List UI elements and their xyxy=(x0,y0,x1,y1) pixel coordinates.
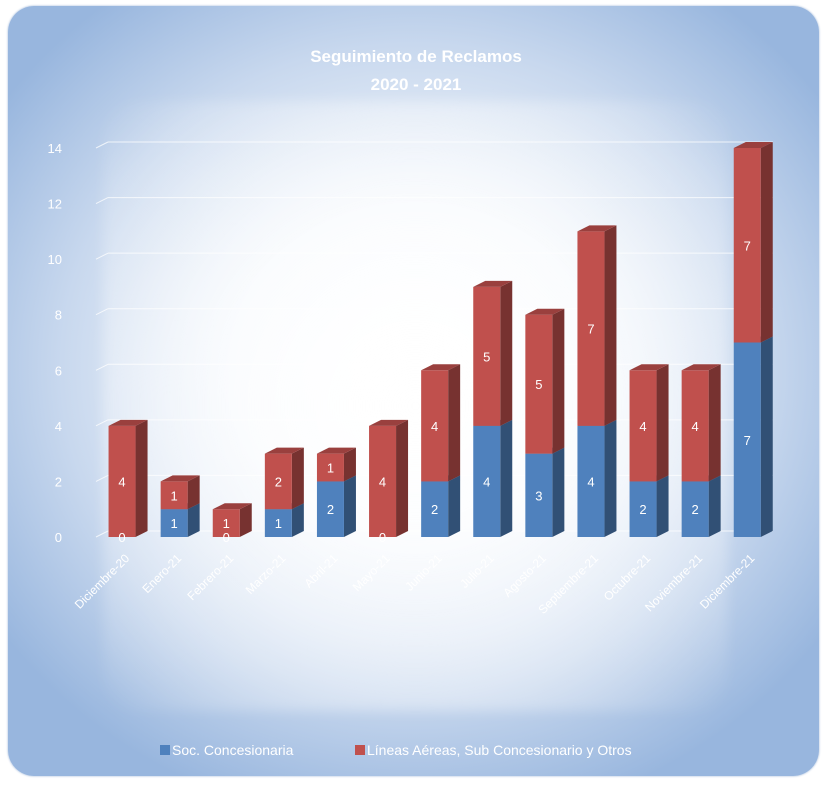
y-tick-label: 14 xyxy=(48,141,62,156)
x-tick-label: Diciembre-20 xyxy=(72,551,133,612)
bar-lineas-11 xyxy=(681,364,721,482)
grid-depth-5 xyxy=(95,252,109,260)
grid-depth-0 xyxy=(95,530,109,538)
data-label: 4 xyxy=(118,474,125,489)
x-tick-label: Mayo-21 xyxy=(350,551,393,594)
legend-label-soc-concesionaria: Soc. Concesionaria xyxy=(172,742,294,758)
legend-label-lineas-aereas: Líneas Aéreas, Sub Concesionario y Otros xyxy=(367,742,632,758)
data-label: 1 xyxy=(223,516,230,531)
chart-title: Seguimiento de Reclamos xyxy=(310,47,522,66)
bar-soc-11 xyxy=(681,475,721,537)
bar-soc-6 xyxy=(421,475,461,537)
bar-lineas-3 xyxy=(264,447,304,510)
bar-soc-9 xyxy=(577,419,617,537)
grid-depth-2 xyxy=(95,419,109,427)
y-axis-ticks: 0 2 4 6 8 10 12 14 xyxy=(48,141,62,545)
data-label: 7 xyxy=(744,433,751,448)
y-tick-label: 2 xyxy=(55,474,62,489)
data-label: 2 xyxy=(639,502,646,517)
x-tick-label: Agosto-21 xyxy=(500,551,549,600)
data-label: 4 xyxy=(431,419,438,434)
data-label: 1 xyxy=(171,488,178,503)
x-tick-label: Junio-21 xyxy=(402,551,445,594)
bar-lineas-2 xyxy=(212,503,252,537)
data-label: 3 xyxy=(535,488,542,503)
bar-soc-7 xyxy=(473,419,513,537)
data-label: 1 xyxy=(327,461,334,476)
data-label: 5 xyxy=(483,349,490,364)
chart-subtitle: 2020 - 2021 xyxy=(371,75,462,94)
data-label: 2 xyxy=(275,474,282,489)
data-label: 4 xyxy=(692,419,699,434)
data-label: 2 xyxy=(431,502,438,517)
bar-lineas-6 xyxy=(421,364,461,482)
data-label: 4 xyxy=(639,419,646,434)
bar-lineas-8 xyxy=(525,308,565,454)
x-tick-label: Febrero-21 xyxy=(184,551,236,603)
bar-lineas-5 xyxy=(369,419,409,537)
y-tick-label: 4 xyxy=(55,419,62,434)
data-label: 2 xyxy=(327,502,334,517)
y-tick-label: 0 xyxy=(55,530,62,545)
data-label: 4 xyxy=(587,474,594,489)
bar-lineas-9 xyxy=(577,225,617,426)
x-tick-label: Marzo-21 xyxy=(243,551,289,597)
data-label: 1 xyxy=(171,516,178,531)
grid-depth-7 xyxy=(95,141,109,149)
bar-soc-8 xyxy=(525,447,565,537)
data-label: 5 xyxy=(535,377,542,392)
legend-swatch-lineas-aereas xyxy=(355,745,365,755)
x-tick-label: Abril-21 xyxy=(301,551,340,590)
bar-soc-10 xyxy=(629,475,669,537)
data-label: 0 xyxy=(223,530,230,545)
bar-lineas-7 xyxy=(473,280,513,426)
data-label: 4 xyxy=(483,474,490,489)
legend: Soc. Concesionaria Líneas Aéreas, Sub Co… xyxy=(160,742,632,758)
grid-depth-1 xyxy=(95,474,109,482)
x-tick-label: Diciembre-21 xyxy=(697,551,758,612)
bar-lineas-1 xyxy=(160,475,200,510)
data-label: 7 xyxy=(744,238,751,253)
bar-soc-4 xyxy=(316,475,356,537)
y-tick-label: 12 xyxy=(48,197,62,212)
data-label: 4 xyxy=(379,474,386,489)
x-axis-categories: Diciembre-20 Enero-21 Febrero-21 Marzo-21 Ab… xyxy=(72,551,758,617)
bar-lineas-0 xyxy=(108,419,148,537)
bar-lineas-10 xyxy=(629,364,669,482)
grid-depth-4 xyxy=(95,308,109,316)
data-label: 7 xyxy=(587,322,594,337)
grid-depth-6 xyxy=(95,197,109,205)
x-tick-label: Julio-21 xyxy=(457,551,497,591)
y-tick-label: 10 xyxy=(48,252,62,267)
bar-soc-12 xyxy=(733,336,773,537)
bar-lineas-4 xyxy=(316,447,356,482)
y-tick-label: 6 xyxy=(55,363,62,378)
bars xyxy=(108,142,773,537)
data-label: 1 xyxy=(275,516,282,531)
legend-swatch-soc-concesionaria xyxy=(160,745,170,755)
x-tick-label: Enero-21 xyxy=(139,551,184,596)
data-label: 0 xyxy=(379,530,386,545)
grid-depth-3 xyxy=(95,363,109,371)
data-label: 2 xyxy=(692,502,699,517)
y-tick-label: 8 xyxy=(55,308,62,323)
plot-glow xyxy=(103,101,728,711)
data-label: 0 xyxy=(118,530,125,545)
bar-lineas-12 xyxy=(733,142,773,343)
x-tick-label: Octubre-21 xyxy=(601,551,654,604)
